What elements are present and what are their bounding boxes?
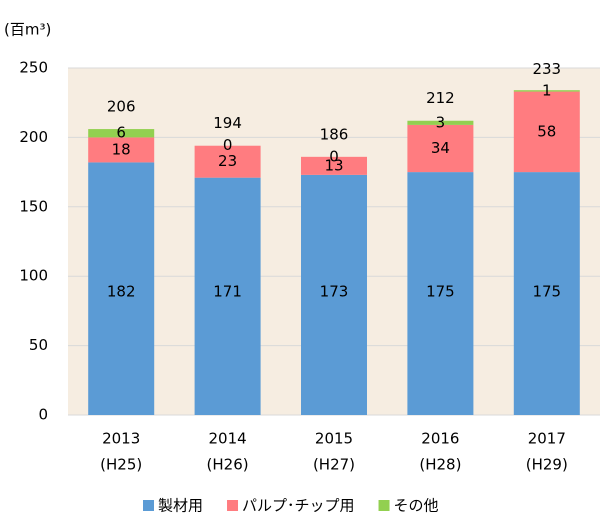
bar-segment xyxy=(513,90,580,92)
x-tick-sublabel: (H29) xyxy=(526,456,568,474)
data-label: 175 xyxy=(532,283,561,301)
bar-segment xyxy=(194,145,261,178)
data-label: 3 xyxy=(436,113,446,131)
bar-segment xyxy=(88,162,155,415)
bar-segment xyxy=(301,156,367,175)
legend-swatch xyxy=(378,500,390,511)
y-tick-label: 150 xyxy=(19,197,48,215)
bar-segment xyxy=(513,172,580,415)
y-tick-label: 0 xyxy=(38,406,48,424)
x-tick-label: 2017 xyxy=(528,430,566,448)
y-tick-label: 250 xyxy=(19,59,48,77)
bar-segment xyxy=(513,91,580,173)
data-label: 173 xyxy=(320,283,349,301)
total-label: 186 xyxy=(320,125,349,143)
bar-segment xyxy=(407,120,474,125)
data-label: 1 xyxy=(542,81,552,99)
legend-label: 製材用 xyxy=(158,497,203,515)
total-label: 212 xyxy=(426,89,455,107)
bar-segment xyxy=(407,124,474,173)
bar-segment xyxy=(88,137,155,163)
x-tick-label: 2015 xyxy=(315,430,353,448)
y-axis-label: (百m³) xyxy=(4,21,51,39)
y-tick-label: 100 xyxy=(19,267,48,285)
data-label: 182 xyxy=(107,283,136,301)
data-label: 175 xyxy=(426,283,455,301)
legend-swatch xyxy=(227,500,239,511)
data-label: 0 xyxy=(329,147,339,165)
x-tick-sublabel: (H28) xyxy=(419,456,461,474)
x-tick-sublabel: (H25) xyxy=(100,456,142,474)
y-tick-label: 50 xyxy=(29,336,48,354)
total-label: 233 xyxy=(532,60,561,78)
x-tick-sublabel: (H27) xyxy=(313,456,355,474)
y-tick-label: 200 xyxy=(19,128,48,146)
total-label: 194 xyxy=(213,114,242,132)
data-label: 34 xyxy=(431,139,450,157)
bar-segment xyxy=(407,172,474,415)
bar-segment xyxy=(194,177,261,415)
x-tick-label: 2013 xyxy=(102,430,140,448)
legend-label: その他 xyxy=(394,497,439,515)
legend-swatch xyxy=(143,500,154,511)
data-label: 0 xyxy=(223,136,233,154)
total-label: 206 xyxy=(107,98,136,116)
bar-segment xyxy=(88,129,155,138)
legend-label: パルプ･チップ用 xyxy=(242,497,355,515)
data-label: 18 xyxy=(112,140,131,158)
bar-segment xyxy=(301,174,367,415)
data-label: 13 xyxy=(324,156,343,174)
data-label: 58 xyxy=(537,122,556,140)
data-label: 23 xyxy=(218,152,237,170)
data-label: 6 xyxy=(116,124,126,142)
data-label: 171 xyxy=(213,283,242,301)
x-tick-sublabel: (H26) xyxy=(207,456,249,474)
x-tick-label: 2014 xyxy=(209,430,247,448)
x-tick-label: 2016 xyxy=(421,430,459,448)
